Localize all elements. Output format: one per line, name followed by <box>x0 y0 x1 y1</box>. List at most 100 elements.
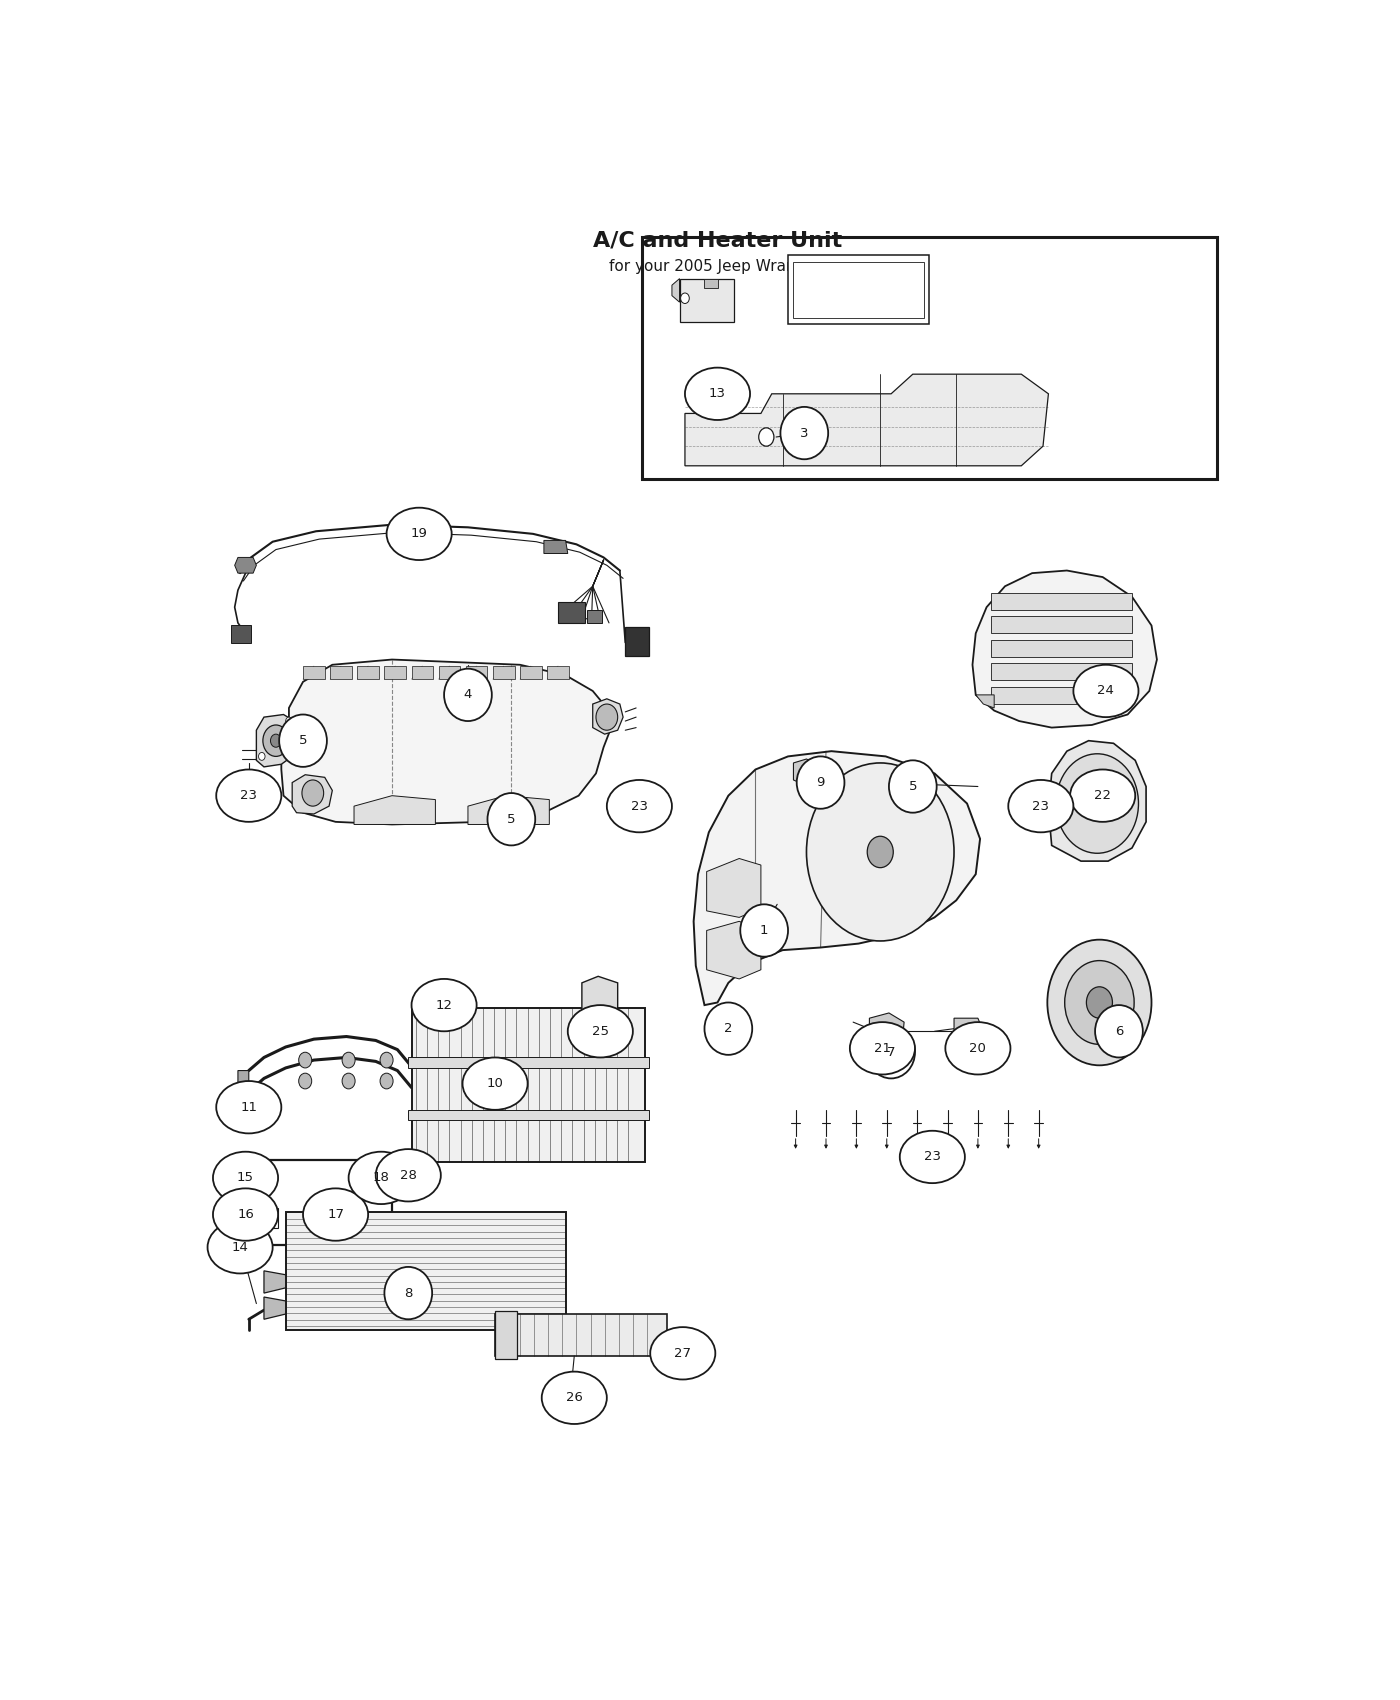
Circle shape <box>302 780 323 806</box>
Polygon shape <box>256 714 297 767</box>
Text: 15: 15 <box>237 1171 253 1185</box>
Bar <box>286 1212 566 1329</box>
Bar <box>991 593 1133 610</box>
Bar <box>679 279 734 321</box>
Bar <box>409 1057 650 1068</box>
Polygon shape <box>704 279 717 287</box>
Ellipse shape <box>780 406 829 459</box>
Text: 4: 4 <box>463 688 472 702</box>
Polygon shape <box>592 699 623 734</box>
Bar <box>641 236 1217 479</box>
Ellipse shape <box>1070 770 1135 821</box>
Bar <box>302 666 325 680</box>
Text: 28: 28 <box>400 1170 417 1182</box>
Circle shape <box>241 1170 256 1188</box>
Bar <box>357 666 379 680</box>
Polygon shape <box>869 1013 904 1049</box>
Ellipse shape <box>685 367 750 420</box>
Ellipse shape <box>302 1188 368 1241</box>
Ellipse shape <box>606 780 672 833</box>
Text: 13: 13 <box>708 388 727 400</box>
Ellipse shape <box>1008 780 1074 833</box>
Polygon shape <box>973 571 1156 728</box>
Text: 19: 19 <box>410 527 427 541</box>
Circle shape <box>1089 794 1105 813</box>
Ellipse shape <box>900 1130 965 1183</box>
Circle shape <box>270 734 281 748</box>
Ellipse shape <box>412 979 476 1032</box>
Text: 26: 26 <box>566 1391 582 1404</box>
Ellipse shape <box>797 756 844 809</box>
Ellipse shape <box>216 770 281 821</box>
Polygon shape <box>238 1071 249 1096</box>
Bar <box>559 602 585 622</box>
Text: 5: 5 <box>298 734 307 748</box>
Text: 2: 2 <box>724 1022 732 1035</box>
Bar <box>991 687 1133 704</box>
Text: 18: 18 <box>372 1171 389 1185</box>
Bar <box>385 666 406 680</box>
Bar <box>547 666 568 680</box>
Bar <box>438 666 461 680</box>
Circle shape <box>286 717 293 724</box>
Circle shape <box>298 1073 312 1090</box>
Text: 5: 5 <box>507 813 515 826</box>
Bar <box>626 627 650 656</box>
Circle shape <box>1056 753 1138 853</box>
Text: 11: 11 <box>241 1100 258 1114</box>
Ellipse shape <box>704 1003 752 1054</box>
Ellipse shape <box>386 508 452 559</box>
Polygon shape <box>707 858 762 918</box>
Bar <box>991 663 1133 680</box>
Circle shape <box>1065 960 1134 1044</box>
Bar <box>794 262 924 318</box>
Text: 7: 7 <box>886 1046 896 1059</box>
Circle shape <box>342 1052 356 1068</box>
Ellipse shape <box>444 668 491 721</box>
Bar <box>231 626 251 643</box>
Text: 9: 9 <box>816 777 825 789</box>
Polygon shape <box>1049 741 1147 862</box>
Circle shape <box>1047 940 1151 1066</box>
Bar <box>409 1110 650 1120</box>
Text: 17: 17 <box>328 1209 344 1221</box>
Bar <box>991 617 1133 634</box>
Ellipse shape <box>213 1151 279 1204</box>
Circle shape <box>759 428 774 445</box>
Ellipse shape <box>850 1022 916 1074</box>
Bar <box>232 1209 279 1227</box>
Circle shape <box>255 1209 269 1227</box>
Circle shape <box>379 1073 393 1090</box>
Ellipse shape <box>542 1372 606 1425</box>
Circle shape <box>235 1209 249 1227</box>
Ellipse shape <box>375 1149 441 1202</box>
Polygon shape <box>265 1297 286 1319</box>
Circle shape <box>806 763 953 942</box>
Polygon shape <box>693 751 980 1005</box>
Circle shape <box>259 753 265 760</box>
Text: 23: 23 <box>631 799 648 813</box>
Polygon shape <box>354 796 435 824</box>
Text: A/C and Heater Unit: A/C and Heater Unit <box>592 231 843 250</box>
Bar <box>496 1314 666 1357</box>
Polygon shape <box>360 1173 398 1197</box>
Ellipse shape <box>385 1266 433 1319</box>
Ellipse shape <box>349 1151 414 1204</box>
Polygon shape <box>468 796 549 824</box>
Circle shape <box>867 836 893 867</box>
Text: 23: 23 <box>924 1151 941 1163</box>
Bar <box>466 666 487 680</box>
Text: 24: 24 <box>1098 685 1114 697</box>
Text: 23: 23 <box>1032 799 1050 813</box>
Polygon shape <box>235 1164 262 1193</box>
Bar <box>412 1008 645 1163</box>
Text: for your 2005 Jeep Wrangler: for your 2005 Jeep Wrangler <box>609 260 826 274</box>
Bar <box>227 1159 392 1244</box>
Text: 20: 20 <box>969 1042 987 1054</box>
Bar <box>493 666 515 680</box>
Polygon shape <box>281 660 612 824</box>
Text: 22: 22 <box>1095 789 1112 802</box>
Circle shape <box>680 292 689 304</box>
Polygon shape <box>235 558 256 573</box>
Text: 16: 16 <box>237 1209 253 1221</box>
